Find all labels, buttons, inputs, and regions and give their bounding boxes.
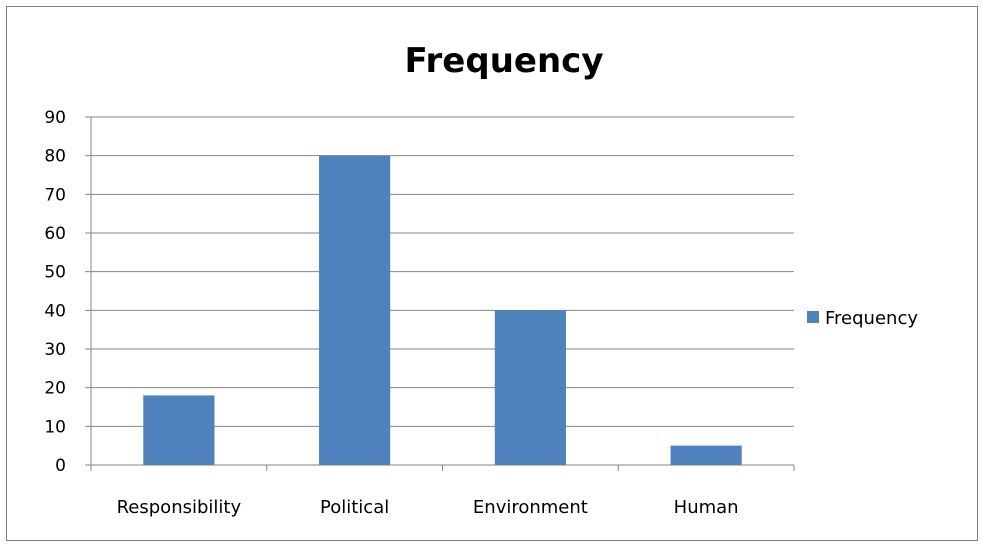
x-tick-labels: Responsibility Political Environment Human bbox=[117, 497, 739, 518]
x-tick-label-responsibility: Responsibility bbox=[117, 497, 242, 518]
bar-environment bbox=[494, 310, 566, 465]
x-tick-label-environment: Environment bbox=[473, 497, 588, 518]
y-tick-label-50: 50 bbox=[44, 263, 66, 283]
y-tick-label-60: 60 bbox=[44, 224, 66, 244]
y-tick-label-80: 80 bbox=[44, 147, 66, 167]
chart-title: Frequency bbox=[404, 41, 603, 81]
x-tick-label-human: Human bbox=[674, 497, 739, 518]
y-tick-label-10: 10 bbox=[44, 417, 66, 437]
x-tick-label-political: Political bbox=[320, 497, 389, 518]
bars bbox=[143, 155, 742, 465]
gridlines bbox=[91, 116, 794, 427]
y-tick-label-20: 20 bbox=[44, 379, 66, 399]
bar-political bbox=[319, 155, 391, 465]
y-tick-label-90: 90 bbox=[44, 108, 66, 128]
legend-swatch bbox=[807, 311, 819, 323]
y-tick-label-30: 30 bbox=[44, 340, 66, 360]
y-tick-label-70: 70 bbox=[44, 185, 66, 205]
bar-responsibility bbox=[143, 395, 215, 465]
y-tick-label-0: 0 bbox=[55, 456, 66, 476]
y-tick-label-40: 40 bbox=[44, 301, 66, 321]
y-tick-labels: 0 10 20 30 40 50 60 70 80 90 bbox=[44, 108, 66, 476]
legend: Frequency bbox=[807, 308, 918, 329]
bar-human bbox=[670, 445, 742, 465]
legend-label-frequency: Frequency bbox=[825, 308, 918, 329]
